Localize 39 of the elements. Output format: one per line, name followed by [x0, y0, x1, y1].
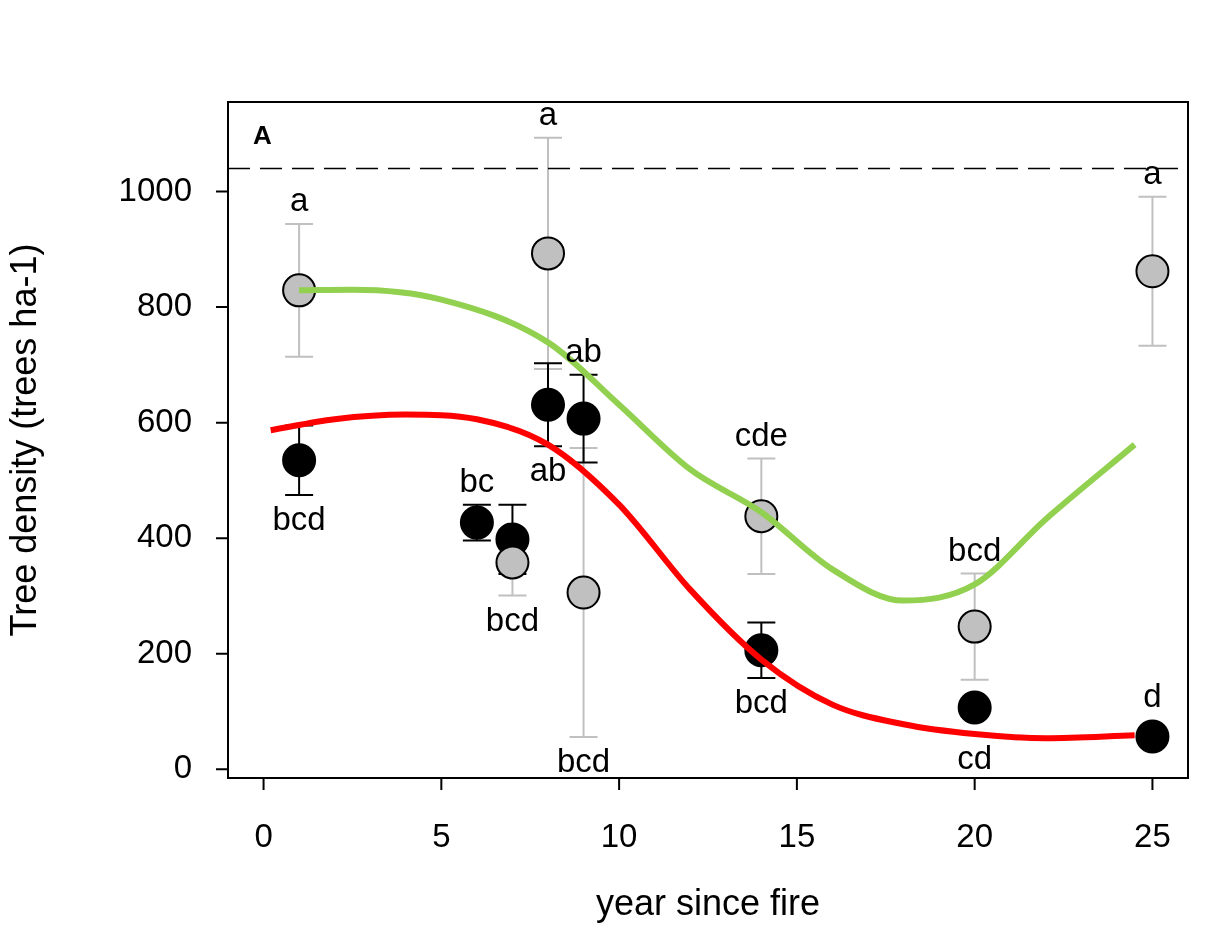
annotation: bcd	[272, 499, 326, 537]
x-tick-label: 5	[432, 816, 451, 854]
x-tick-label: 20	[956, 816, 994, 854]
annotation: ab	[565, 331, 602, 369]
annotation: a	[289, 181, 309, 218]
annotation: cd	[957, 739, 993, 777]
annotation: ab	[529, 451, 567, 489]
point	[566, 401, 601, 436]
point	[531, 236, 565, 271]
point	[1135, 254, 1170, 289]
annotation: d	[1143, 677, 1162, 715]
annotation: a	[538, 94, 558, 132]
y-tick-label: 800	[136, 286, 192, 324]
y-tick-label: 600	[136, 401, 192, 439]
annotation: cde	[734, 415, 788, 453]
y-tick-label: 1000	[118, 170, 192, 208]
annotation: A	[253, 120, 272, 151]
annotation: bcd	[485, 600, 540, 638]
point	[566, 575, 601, 610]
x-tick-label: 25	[1134, 816, 1171, 854]
point	[957, 609, 992, 644]
point	[282, 443, 317, 478]
x-tick-label: 15	[778, 816, 816, 854]
x-tick-label: 10	[600, 816, 638, 854]
point	[531, 387, 565, 422]
point	[495, 545, 530, 580]
annotation: bcd	[556, 742, 611, 780]
x-axis-title: year since fire	[595, 882, 821, 924]
x-tick-label: 0	[254, 816, 273, 854]
y-axis-title: Tree density (trees ha-1)	[2, 243, 44, 637]
annotation: bcd	[948, 530, 1002, 568]
point	[957, 690, 992, 725]
y-tick-label: 400	[136, 517, 192, 555]
annotation: bc	[459, 461, 495, 499]
point	[1135, 719, 1170, 754]
annotation: a	[1143, 153, 1163, 191]
y-tick-label: 0	[173, 748, 192, 786]
annotation: bcd	[734, 683, 788, 721]
y-tick-label: 200	[136, 632, 192, 670]
